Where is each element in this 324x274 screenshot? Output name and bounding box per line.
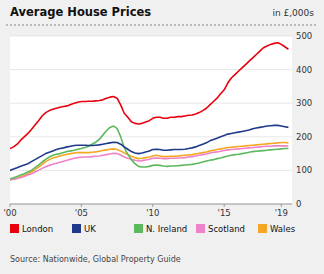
series-line [10, 43, 288, 149]
title: Average House Prices [10, 5, 151, 19]
grid-line [10, 136, 292, 137]
grid-line [10, 103, 292, 104]
legend-swatch [258, 224, 267, 233]
grid-line [10, 69, 292, 70]
grid-line [10, 204, 292, 205]
x-tick [81, 204, 82, 207]
legend-swatch [10, 224, 19, 233]
series-line [10, 126, 288, 179]
y-tick-label: 200 [296, 132, 312, 142]
x-axis [10, 204, 292, 205]
y-tick-label: 400 [296, 65, 312, 75]
series-line [10, 143, 288, 180]
y-tick-label: 300 [296, 98, 312, 108]
x-tick-label: '19 [275, 208, 288, 218]
legend-swatch [196, 224, 205, 233]
x-tick-label: '15 [218, 208, 231, 218]
x-tick-label: '05 [75, 208, 88, 218]
chart: Average House Prices in £,000s 0 100 200 300 4… [0, 0, 324, 274]
legend-swatch [134, 224, 143, 233]
y-tick-label: 500 [296, 31, 312, 41]
legend-label: N. Ireland [146, 224, 187, 234]
grid-line [10, 170, 292, 171]
legend-label: Scotland [208, 224, 245, 234]
legend-label: Wales [270, 224, 296, 234]
x-tick-label: '00 [3, 208, 16, 218]
x-tick [10, 204, 11, 207]
x-tick [152, 204, 153, 207]
plot-area [10, 36, 292, 204]
title-rule [6, 25, 318, 26]
y-tick-label: 0 [296, 199, 301, 209]
legend-label: UK [84, 224, 96, 234]
lines [10, 43, 288, 180]
x-tick [281, 204, 282, 207]
source-note: Source: Nationwide, Global Property Guid… [10, 255, 181, 264]
subtitle: in £,000s [272, 8, 314, 18]
x-tick [224, 204, 225, 207]
x-tick-label: '10 [146, 208, 159, 218]
legend-swatch [72, 224, 81, 233]
background [0, 0, 324, 274]
y-tick-label: 100 [296, 165, 312, 175]
series-line [10, 125, 288, 170]
grid-line [10, 36, 292, 37]
legend-label: London [22, 224, 53, 234]
